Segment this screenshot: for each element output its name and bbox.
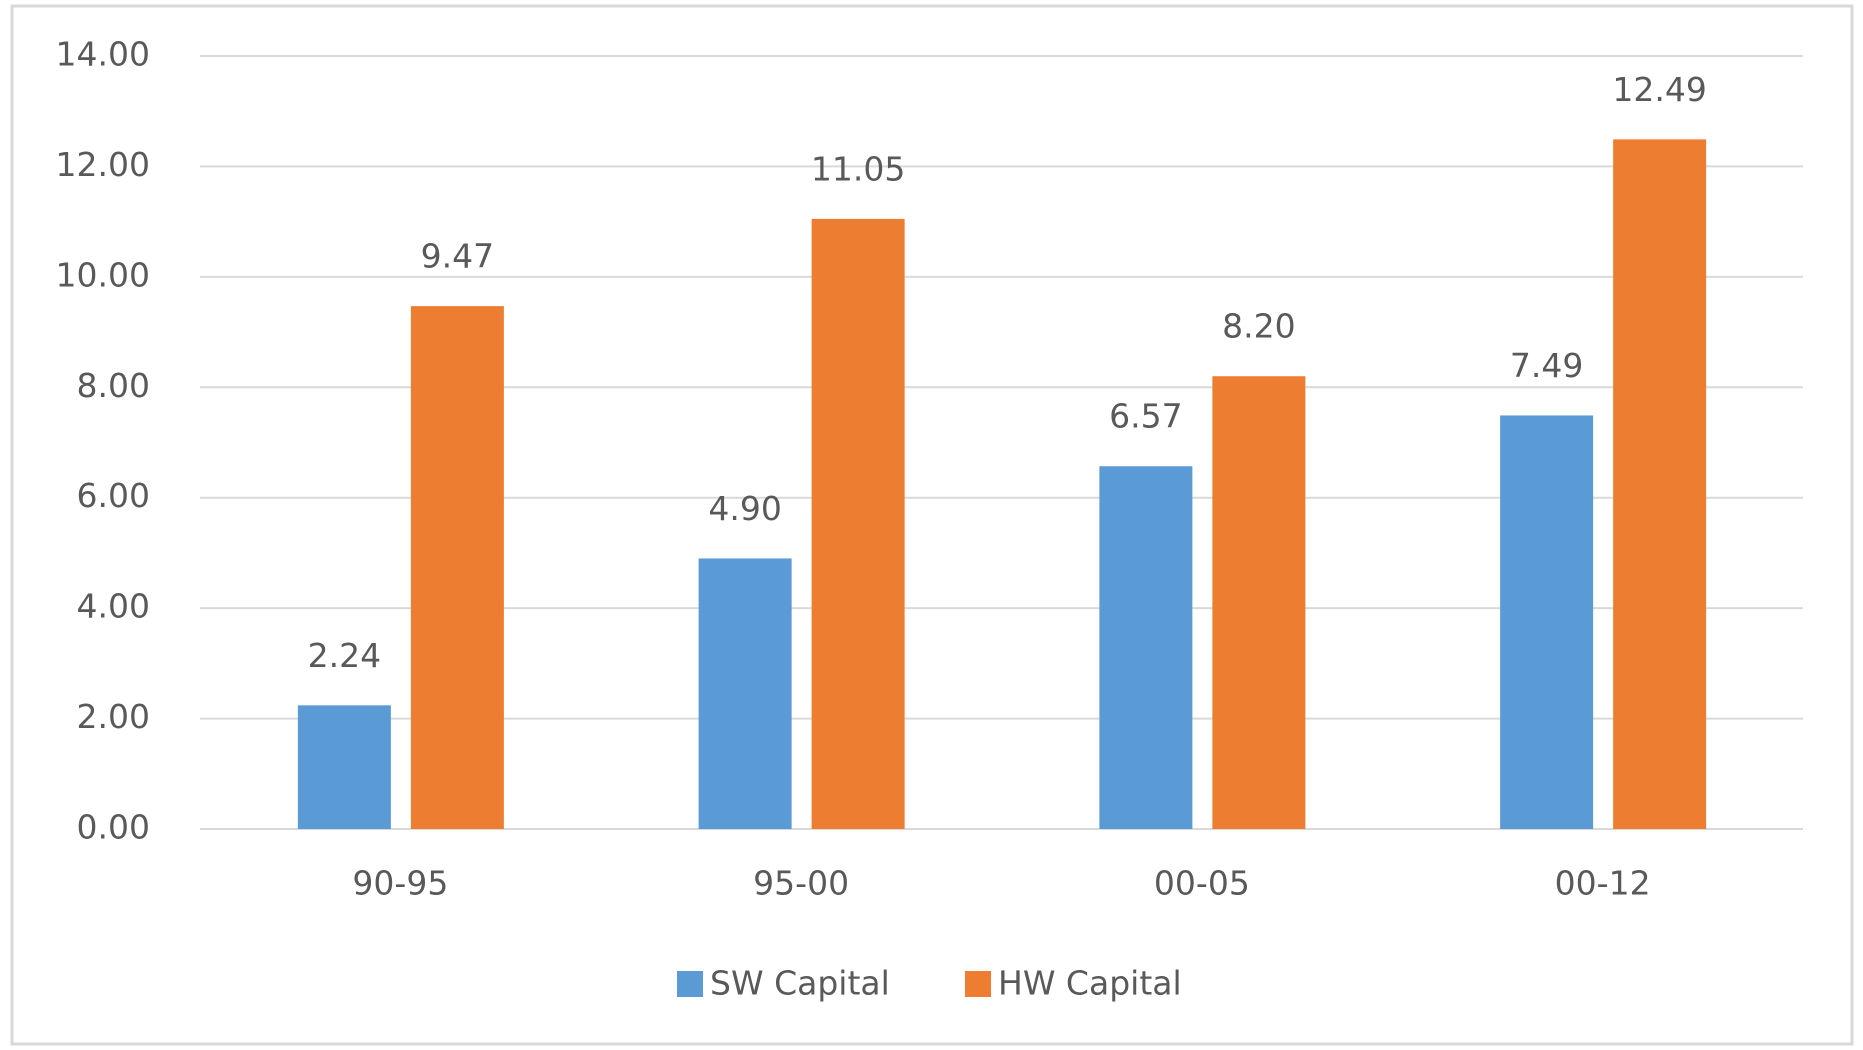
bar: [1099, 466, 1193, 829]
bar: [1613, 139, 1707, 830]
x-tick-label: 00-05: [1154, 864, 1250, 903]
bar: [811, 218, 905, 829]
x-tick-label: 90-95: [352, 864, 448, 903]
x-tick-label: 00-12: [1555, 864, 1651, 903]
data-label: 12.49: [1612, 70, 1706, 109]
y-tick-label: 6.00: [77, 476, 150, 515]
bar: [1500, 415, 1594, 829]
legend-swatch: [677, 971, 703, 997]
y-tick-label: 10.00: [56, 255, 150, 294]
bar: [1212, 376, 1306, 829]
x-tick-label: 95-00: [753, 864, 849, 903]
legend-label: HW Capital: [998, 964, 1182, 1003]
y-tick-label: 2.00: [77, 697, 150, 736]
data-label: 9.47: [421, 237, 494, 276]
data-label: 8.20: [1222, 307, 1295, 346]
y-tick-label: 0.00: [77, 808, 150, 847]
y-tick-label: 4.00: [77, 587, 150, 626]
y-tick-label: 14.00: [56, 35, 150, 74]
y-tick-label: 12.00: [56, 145, 150, 184]
y-tick-label: 8.00: [77, 366, 150, 405]
legend-label: SW Capital: [710, 964, 890, 1003]
data-label: 11.05: [811, 149, 905, 188]
data-label: 7.49: [1510, 346, 1583, 385]
bar: [410, 306, 504, 829]
legend-swatch: [965, 971, 991, 997]
bar: [698, 558, 792, 829]
data-label: 2.24: [308, 636, 381, 675]
data-label: 6.57: [1109, 397, 1182, 436]
bar: [297, 705, 391, 829]
data-label: 4.90: [708, 489, 781, 528]
